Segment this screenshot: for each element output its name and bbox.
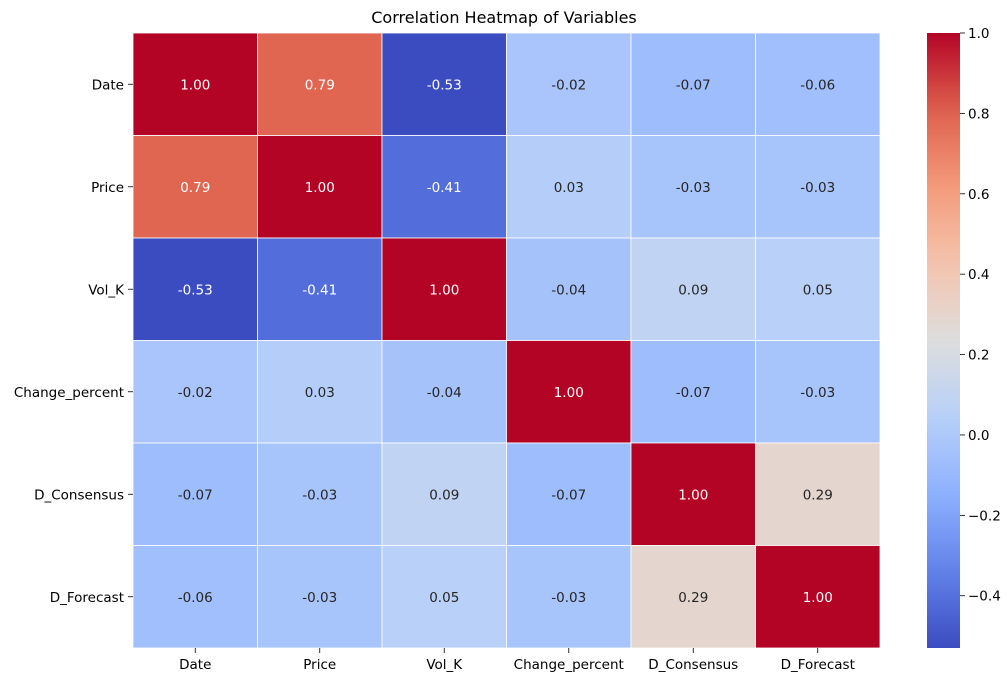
cell-value-label: 1.00: [803, 590, 833, 606]
cell-value-label: -0.03: [551, 590, 586, 606]
column-tick-labels: Date Price Vol_K Change_percent D_Consensus D…: [179, 648, 855, 673]
column-tick-label: Vol_K: [426, 657, 463, 673]
heatmap-cell: [506, 340, 632, 444]
heatmap-cell: [132, 442, 258, 546]
cell-value-label: -0.06: [800, 77, 835, 93]
cell-value-label: -0.07: [676, 77, 711, 93]
cell-value-label: 0.09: [429, 487, 459, 503]
chart-title: Correlation Heatmap of Variables: [371, 8, 637, 27]
column-tick-label: D_Consensus: [648, 657, 738, 673]
cell-value-label: -0.03: [302, 487, 337, 503]
heatmap-cell: [506, 135, 632, 239]
heatmap-cell: [381, 442, 507, 546]
colorbar-tick-label: 0.2: [968, 348, 989, 364]
heatmap-cell: [506, 442, 632, 546]
heatmap-cell: [132, 237, 258, 341]
heatmap-cell: [381, 32, 507, 136]
cell-value-label: -0.41: [427, 180, 462, 196]
heatmap-cell: [630, 237, 756, 341]
cell-value-label: 0.03: [554, 180, 584, 196]
colorbar-tick-label: 0.8: [968, 106, 989, 122]
cell-value-labels: 1.00 0.79 -0.53 -0.02 -0.07 -0.06 0.79 1.00 -0.4…: [178, 77, 835, 606]
row-tick-label: D_Forecast: [50, 590, 124, 606]
row-tick-label: D_Consensus: [34, 487, 124, 503]
heatmap-cell: [755, 135, 881, 239]
cell-value-label: 0.09: [678, 282, 708, 298]
column-tick-label: D_Forecast: [781, 657, 855, 673]
colorbar-tick-label: −0.2: [968, 508, 1001, 524]
cell-value-label: 0.79: [305, 77, 335, 93]
heatmap-cell: [381, 340, 507, 444]
colorbar-tick-label: −0.4: [968, 589, 1001, 605]
heatmap-cell: [132, 545, 258, 649]
cell-value-label: 0.03: [305, 385, 335, 401]
row-tick-label: Date: [92, 77, 124, 93]
cell-value-label: -0.07: [551, 487, 586, 503]
row-tick-label: Vol_K: [88, 282, 125, 298]
row-tick-labels: Date Price Vol_K Change_percent D_Consensus D…: [14, 77, 133, 606]
cell-value-label: 0.29: [803, 487, 833, 503]
heatmap-cell: [755, 237, 881, 341]
row-tick-label: Change_percent: [14, 385, 124, 401]
heatmap-cell: [257, 340, 383, 444]
heatmap-cell: [755, 32, 881, 136]
cell-value-label: -0.07: [676, 385, 711, 401]
heatmap-cells: [132, 32, 881, 649]
heatmap-cell: [755, 545, 881, 649]
colorbar-tick-label: 1.0: [968, 26, 989, 42]
column-tick-label: Price: [303, 657, 336, 673]
cell-value-label: -0.03: [800, 385, 835, 401]
heatmap-cell: [755, 340, 881, 444]
heatmap-cell: [257, 32, 383, 136]
heatmap-cell: [506, 545, 632, 649]
heatmap-cell: [630, 442, 756, 546]
cell-value-label: 1.00: [429, 282, 459, 298]
cell-value-label: -0.41: [302, 282, 337, 298]
heatmap-cell: [630, 340, 756, 444]
cell-value-label: 1.00: [554, 385, 584, 401]
cell-value-label: 0.79: [180, 180, 210, 196]
cell-value-label: 1.00: [305, 180, 335, 196]
cell-value-label: 0.05: [803, 282, 833, 298]
heatmap-cell: [506, 237, 632, 341]
colorbar-ticks: −0.4 −0.2 0.0 0.2 0.4 0.6 0.8 1.0: [960, 26, 1001, 605]
column-tick-label: Change_percent: [514, 657, 624, 673]
heatmap-cell: [257, 237, 383, 341]
cell-value-label: -0.03: [676, 180, 711, 196]
cell-value-label: -0.06: [178, 590, 213, 606]
heatmap-cell: [381, 237, 507, 341]
heatmap-cell: [630, 545, 756, 649]
cell-value-label: -0.03: [800, 180, 835, 196]
heatmap-cell: [506, 32, 632, 136]
colorbar-tick-label: 0.4: [968, 267, 989, 283]
column-tick-label: Date: [179, 657, 211, 673]
heatmap-cell: [630, 32, 756, 136]
cell-value-label: -0.04: [427, 385, 462, 401]
colorbar: [927, 33, 960, 648]
cell-value-label: 0.05: [429, 590, 459, 606]
cell-value-label: -0.02: [178, 385, 213, 401]
cell-value-label: -0.04: [551, 282, 586, 298]
heatmap-cell: [257, 135, 383, 239]
cell-value-label: -0.03: [302, 590, 337, 606]
row-tick-label: Price: [91, 180, 124, 196]
cell-value-label: -0.07: [178, 487, 213, 503]
cell-value-label: -0.53: [427, 77, 462, 93]
colorbar-tick-label: 0.6: [968, 187, 989, 203]
cell-value-label: 1.00: [180, 77, 210, 93]
cell-value-label: 0.29: [678, 590, 708, 606]
cell-value-label: -0.53: [178, 282, 213, 298]
heatmap-cell: [755, 442, 881, 546]
heatmap-cell: [132, 32, 258, 136]
cell-value-label: -0.02: [551, 77, 586, 93]
cell-value-label: 1.00: [678, 487, 708, 503]
heatmap-cell: [132, 340, 258, 444]
colorbar-tick-label: 0.0: [968, 428, 989, 444]
